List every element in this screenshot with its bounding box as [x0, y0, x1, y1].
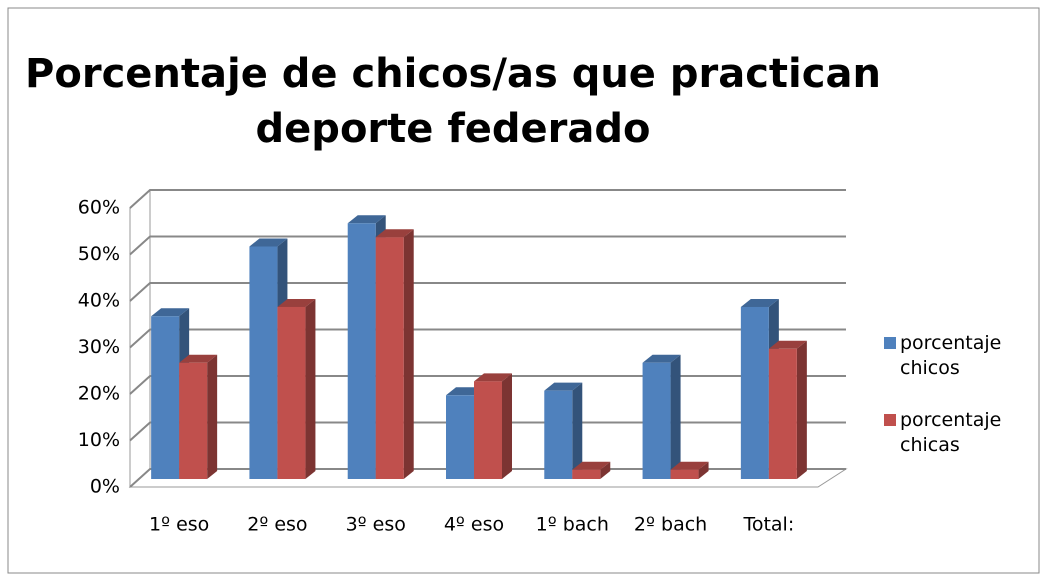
legend-label: porcentaje chicos — [900, 332, 1002, 379]
y-tick-label: 60% — [78, 197, 120, 219]
grid-line — [129, 189, 846, 209]
legend-swatch — [884, 337, 896, 349]
bar-side — [796, 340, 807, 479]
chart-title: Porcentaje de chicos/as que practican dep… — [25, 51, 881, 152]
bar — [740, 306, 769, 479]
bar — [670, 469, 699, 479]
x-tick-label: Total: — [742, 514, 794, 536]
bar-top — [642, 354, 681, 363]
grid-line — [129, 235, 846, 256]
grid-line — [129, 282, 846, 302]
x-tick-label: 2º bach — [634, 514, 707, 536]
y-tick-label: 10% — [78, 429, 120, 451]
bar-top — [179, 354, 218, 363]
bar — [768, 348, 797, 479]
bar-top — [347, 215, 386, 224]
bar — [151, 316, 180, 479]
bar-side — [305, 298, 316, 479]
bar-top — [740, 298, 779, 307]
x-tick-label: 1º bach — [536, 514, 609, 536]
bar-side — [670, 354, 681, 479]
legend-item: porcentaje chicos — [884, 331, 1034, 381]
y-tick-label: 50% — [78, 243, 120, 265]
bar-side — [403, 229, 414, 479]
bar-top — [768, 340, 807, 349]
y-tick-label: 30% — [78, 336, 120, 358]
bar-side — [600, 461, 611, 479]
x-tick-label: 3º eso — [346, 514, 406, 536]
bar — [277, 306, 306, 479]
bar — [446, 395, 474, 479]
x-tick-label: 4º eso — [444, 514, 504, 536]
grid-line — [129, 468, 846, 488]
bar-side — [698, 461, 709, 479]
grid-line — [129, 375, 846, 395]
grid-line — [129, 328, 846, 349]
legend-item: porcentaje chicas — [884, 408, 1034, 458]
x-tick-label: 1º eso — [149, 514, 209, 536]
bar — [572, 469, 601, 479]
bar-top — [670, 461, 709, 470]
bar — [347, 223, 376, 479]
legend-swatch — [884, 414, 896, 426]
bar — [474, 381, 502, 479]
grid-line — [129, 421, 846, 442]
bar-top — [151, 308, 190, 317]
bar-top — [572, 461, 611, 470]
y-tick-label: 0% — [90, 476, 120, 498]
bar-side — [502, 373, 512, 479]
bar-top — [375, 229, 414, 238]
bar — [179, 362, 208, 479]
y-tick-label: 20% — [78, 383, 120, 405]
bar-side — [572, 382, 583, 479]
bar-top — [544, 382, 583, 391]
bar-top — [474, 373, 512, 382]
bar-top — [277, 298, 316, 307]
legend-label: porcentaje chicas — [900, 409, 1002, 456]
bar — [249, 246, 278, 479]
bar — [544, 390, 573, 479]
x-tick-label: 2º eso — [247, 514, 307, 536]
bar-side — [207, 354, 218, 479]
y-tick-label: 40% — [78, 290, 120, 312]
bar — [375, 237, 404, 479]
bar — [642, 362, 671, 479]
bar-top — [249, 238, 288, 247]
